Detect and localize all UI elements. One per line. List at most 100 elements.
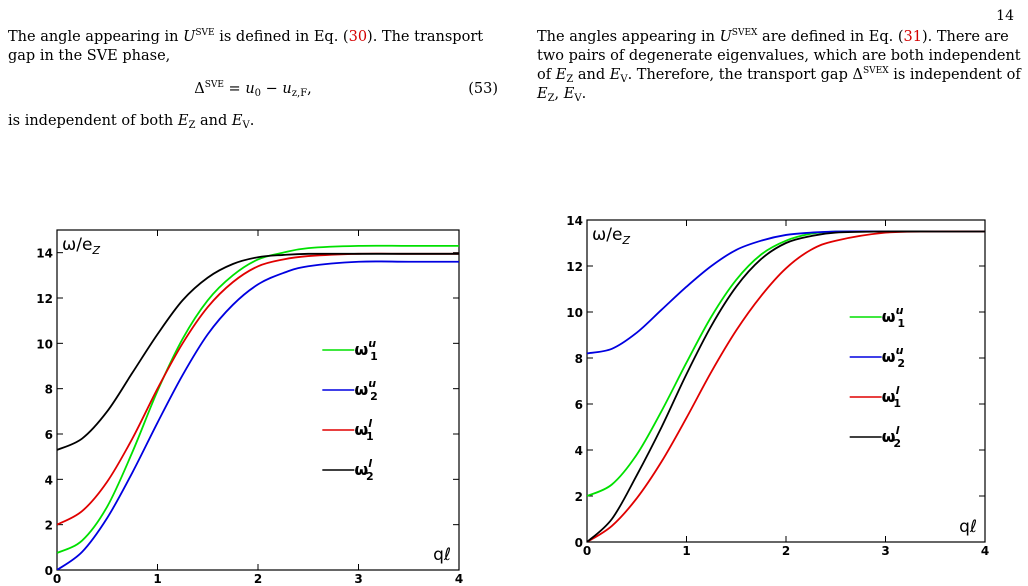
x-tick-label: 4 xyxy=(455,572,463,585)
y-tick-label: 8 xyxy=(45,383,53,397)
y-tick-label: 4 xyxy=(575,444,583,458)
right-column-text: The angles appearing in U SVEX are define… xyxy=(537,28,1027,104)
equation-reference-link[interactable]: 31 xyxy=(903,29,922,45)
equation-reference-link[interactable]: 30 xyxy=(348,29,368,45)
equation-rhs: = u xyxy=(223,81,255,97)
legend-label: ωl 1 xyxy=(882,384,901,410)
x-tick-label: 0 xyxy=(583,544,591,558)
series-line-u1 xyxy=(57,244,459,554)
x-tick-label: 1 xyxy=(153,572,161,585)
y-axis-label-subscript: Z xyxy=(91,244,100,257)
text-run: is independent of both xyxy=(8,113,178,129)
legend-superscript: u xyxy=(368,337,376,350)
x-tick-label: 2 xyxy=(254,572,262,585)
left-column-text: The angle appearing in USVE is defined i… xyxy=(8,28,498,131)
y-tick-label: 8 xyxy=(575,352,583,366)
series-line-u2 xyxy=(57,260,459,570)
plot-frame xyxy=(56,229,460,571)
x-tick-label: 4 xyxy=(981,544,989,558)
superscript-sve: SVE xyxy=(195,28,215,38)
legend-subscript: 1 xyxy=(366,430,374,443)
series-line-l2 xyxy=(57,252,459,451)
series-line-u2 xyxy=(587,230,985,355)
y-tick-label: 6 xyxy=(45,428,53,442)
text-run: and xyxy=(195,113,232,129)
subscript-v: V xyxy=(574,93,582,104)
left-paragraph-1: The angle appearing in USVE is defined i… xyxy=(8,28,498,66)
text-run: and xyxy=(573,67,610,83)
legend-label: ωu 1 xyxy=(354,337,377,363)
subscript-0: 0 xyxy=(254,88,262,99)
text-run: is independent of xyxy=(888,67,1021,83)
text-run: ). There are two pairs of degenerate eig… xyxy=(537,29,1021,83)
legend-subscript: 1 xyxy=(897,317,905,330)
subscript-v: V xyxy=(620,74,628,85)
legend-superscript: u xyxy=(368,377,376,390)
y-tick-label: 10 xyxy=(566,306,583,320)
equation-minus-term: − u xyxy=(261,81,292,97)
x-tick-label: 1 xyxy=(682,544,690,558)
legend-superscript: l xyxy=(896,424,900,437)
subscript-z: Z xyxy=(188,120,196,131)
legend-subscript: 2 xyxy=(893,437,901,450)
left-paragraph-2: is independent of both EZ and EV. xyxy=(8,112,498,131)
text-run: is defined in Eq. ( xyxy=(214,29,349,45)
subscript-v: V xyxy=(242,120,250,131)
legend-label: ωl 1 xyxy=(354,417,373,443)
series-line-l1 xyxy=(587,230,985,542)
delta-symbol: Δ xyxy=(194,81,205,97)
legend-label: ωu 2 xyxy=(882,344,905,370)
subscript-z: Z xyxy=(566,74,574,85)
right-paragraph-1: The angles appearing in U SVEX are define… xyxy=(537,28,1027,104)
legend-subscript: 1 xyxy=(370,350,378,363)
equation-number: (53) xyxy=(468,81,498,97)
x-tick-label: 3 xyxy=(881,544,889,558)
subscript-zf: z,F xyxy=(291,88,308,99)
comma: , xyxy=(307,81,312,97)
y-tick-label: 2 xyxy=(575,490,583,504)
text-run: The angle appearing in xyxy=(8,29,184,45)
y-tick-label: 2 xyxy=(45,519,53,533)
legend-superscript: u xyxy=(896,344,904,357)
text-run: are defined in Eq. ( xyxy=(757,29,904,45)
legend-subscript: 2 xyxy=(370,390,378,403)
symbol-u: U xyxy=(719,29,732,45)
series-line-l2 xyxy=(587,230,985,542)
y-axis-label: ω/eZ xyxy=(592,225,630,247)
legend-subscript: 2 xyxy=(897,357,905,370)
delta-symbol: Δ xyxy=(852,67,863,83)
text-run: ). The transport gap in the SVE phase, xyxy=(8,29,484,64)
x-axis-label: qℓ xyxy=(433,545,451,565)
text-run: The angles appearing in xyxy=(537,29,720,45)
y-tick-label: 4 xyxy=(45,473,53,487)
x-tick-label: 3 xyxy=(354,572,362,585)
legend-superscript: l xyxy=(368,417,372,430)
legend-label: ωu 2 xyxy=(354,377,377,403)
y-tick-label: 12 xyxy=(36,292,53,306)
symbol-e: E xyxy=(177,113,189,129)
y-axis-label: ω/eZ xyxy=(62,235,100,257)
page-number: 14 xyxy=(996,8,1014,24)
y-tick-label: 0 xyxy=(575,536,583,550)
superscript-sve: SVE xyxy=(204,80,224,90)
y-tick-label: 14 xyxy=(36,247,53,261)
text-run: , xyxy=(554,86,564,102)
y-tick-label: 10 xyxy=(36,337,53,351)
legend-label: ωl 2 xyxy=(882,424,901,450)
y-tick-label: 6 xyxy=(575,398,583,412)
symbol-e: E xyxy=(537,86,548,102)
legend-subscript: 1 xyxy=(893,397,901,410)
superscript-svex: SVEX xyxy=(862,66,889,76)
legend-subscript: 2 xyxy=(366,470,374,483)
x-axis-label: qℓ xyxy=(959,517,977,537)
y-tick-label: 0 xyxy=(45,564,53,578)
equation-body: ΔSVE = u0 − uz,F, xyxy=(8,80,498,99)
symbol-e: E xyxy=(555,67,567,83)
series-line-l1 xyxy=(57,252,459,526)
legend-label: ωl 2 xyxy=(354,457,373,483)
equation-53: ΔSVE = u0 − uz,F, (53) xyxy=(8,78,498,102)
legend-superscript: l xyxy=(368,457,372,470)
legend-superscript: u xyxy=(896,304,904,317)
